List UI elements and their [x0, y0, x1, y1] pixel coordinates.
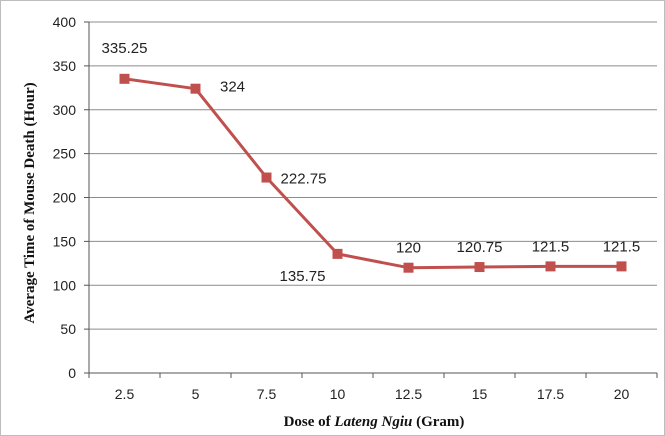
data-label: 120.75: [457, 239, 503, 256]
x-tick-label: 15: [472, 386, 488, 402]
y-tick-label: 200: [53, 190, 77, 206]
axes: [84, 21, 658, 378]
data-point-marker: [474, 262, 485, 273]
data-label: 120: [396, 240, 421, 257]
data-point-marker: [332, 248, 343, 259]
data-label: 324: [220, 79, 245, 96]
data-label: 135.75: [280, 268, 326, 285]
data-label: 335.25: [102, 40, 148, 57]
data-point-marker: [119, 73, 130, 84]
x-tick-label: 2.5: [115, 386, 135, 402]
data-label: 121.5: [603, 238, 641, 255]
data-point-marker: [190, 83, 201, 94]
series-line-path: [124, 77, 622, 270]
y-axis-title: Average Time of Mouse Death (Hour): [22, 82, 38, 323]
x-tick-label: 12.5: [395, 386, 422, 402]
y-tick-label: 100: [53, 277, 77, 293]
series-line: [119, 73, 627, 273]
x-tick-label: 20: [614, 386, 630, 402]
data-label: 222.75: [281, 171, 327, 188]
x-tick-labels: 2.5 5 7.5 10 12.5 15 17.5 20: [115, 386, 630, 402]
gridlines: [89, 21, 657, 330]
data-point-marker: [545, 261, 556, 272]
x-tick-label: 5: [192, 386, 200, 402]
y-tick-label: 300: [53, 102, 77, 118]
y-tick-label: 50: [60, 321, 76, 337]
y-tick-label: 400: [53, 14, 77, 30]
y-tick-label: 0: [68, 365, 76, 381]
x-axis-title: Dose of Lateng Ngiu (Gram): [284, 414, 465, 430]
y-tick-label: 250: [53, 146, 77, 162]
y-tick-labels: 0 50 100 150 200 250 300 350 400: [53, 14, 77, 381]
x-tick-label: 7.5: [257, 386, 277, 402]
data-labels: 335.25 324 222.75 135.75 120 120.75 121.5 121.5: [102, 40, 641, 285]
data-point-marker: [261, 172, 272, 183]
y-tick-label: 350: [53, 58, 77, 74]
x-tick-label: 10: [330, 386, 346, 402]
data-point-marker: [616, 261, 627, 272]
x-tick-label: 17.5: [537, 386, 564, 402]
y-tick-label: 150: [53, 233, 77, 249]
data-label: 121.5: [532, 238, 570, 255]
data-point-marker: [403, 262, 414, 273]
